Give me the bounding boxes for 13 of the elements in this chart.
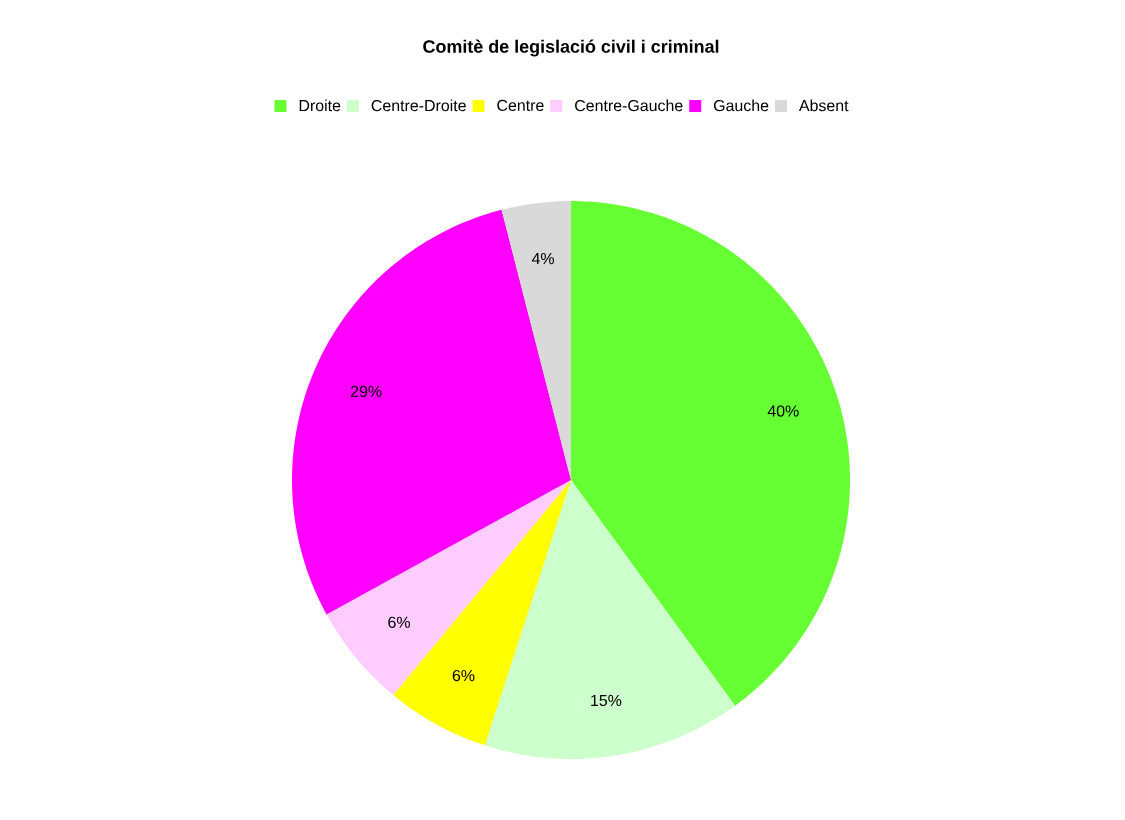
legend-label: Gauche [713, 99, 769, 112]
data-label: 29% [351, 385, 382, 398]
legend-label: Centre [497, 99, 544, 112]
legend-label: Droite [299, 99, 341, 112]
data-label: 15% [591, 694, 622, 707]
legend-label: Centre-Droite [371, 99, 466, 112]
legend-label: Centre-Gauche [575, 99, 683, 112]
legend-label: Absent [798, 99, 849, 112]
data-label: 6% [388, 616, 410, 628]
data-label: 4% [531, 252, 554, 265]
data-label: 6% [452, 669, 475, 682]
chart-title: Comitè de legislació civil i criminal [423, 39, 719, 57]
data-label: 40% [767, 405, 799, 417]
